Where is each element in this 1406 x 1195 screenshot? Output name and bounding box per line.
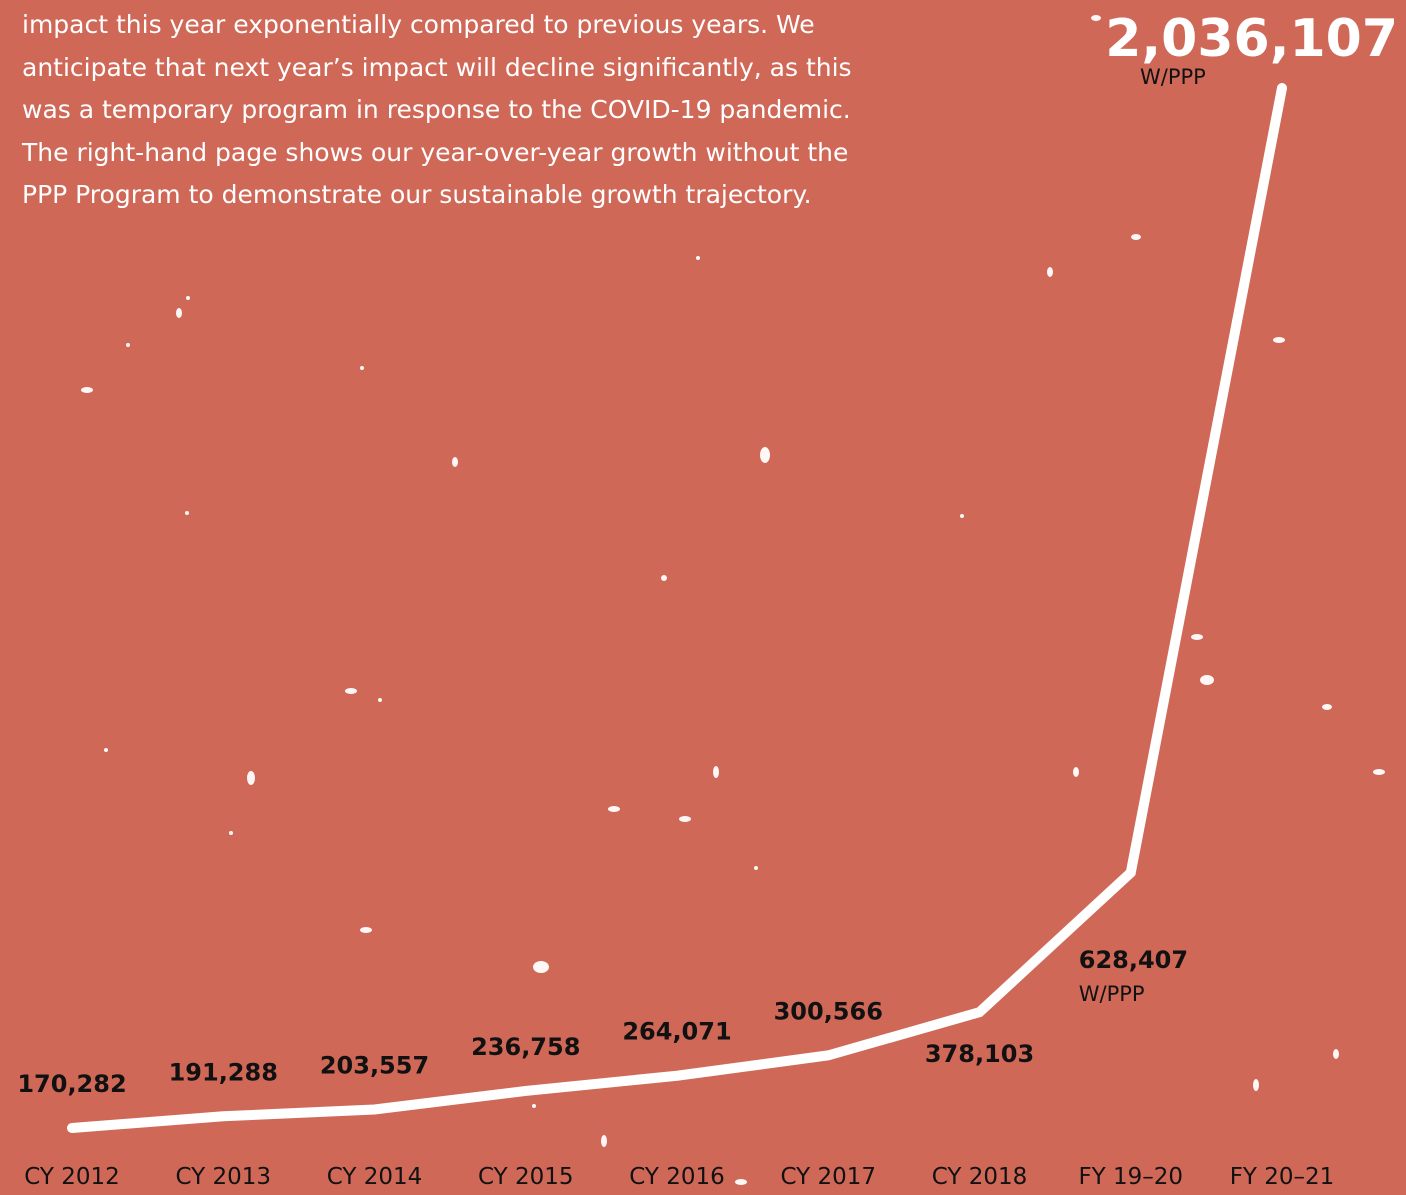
data-label-0: 170,282 [17, 1070, 126, 1098]
data-label-1: 191,288 [169, 1058, 278, 1086]
data-label-3: 236,758 [471, 1033, 580, 1061]
data-note-8: W/PPP [1140, 65, 1206, 89]
data-note-7: W/PPP [1079, 982, 1145, 1006]
speckles [81, 15, 1385, 1185]
x-tick-2: CY 2014 [327, 1164, 423, 1190]
x-tick-6: CY 2018 [932, 1164, 1028, 1190]
data-label-6: 378,103 [925, 1040, 1034, 1068]
data-label-4: 264,071 [622, 1018, 731, 1046]
x-tick-5: CY 2017 [780, 1164, 876, 1190]
intro-paragraph: impact this year exponentially compared … [22, 10, 852, 209]
data-labels: 170,282 191,288 203,557 236,758 264,071 300,5… [17, 9, 1398, 1098]
x-tick-0: CY 2012 [24, 1164, 120, 1190]
x-tick-3: CY 2015 [478, 1164, 574, 1190]
data-label-7: 628,407 [1079, 946, 1188, 974]
x-axis-ticks: CY 2012 CY 2013 CY 2014 CY 2015 CY 2016 CY 20… [24, 1164, 1334, 1190]
data-label-2: 203,557 [320, 1051, 429, 1079]
x-tick-4: CY 2016 [629, 1164, 725, 1190]
x-tick-8: FY 20–21 [1230, 1164, 1335, 1190]
series-line [67, 83, 1287, 1133]
data-label-8: 2,036,107 [1105, 9, 1398, 69]
data-label-5: 300,566 [774, 997, 883, 1025]
x-tick-7: FY 19–20 [1078, 1164, 1183, 1190]
x-tick-1: CY 2013 [175, 1164, 271, 1190]
